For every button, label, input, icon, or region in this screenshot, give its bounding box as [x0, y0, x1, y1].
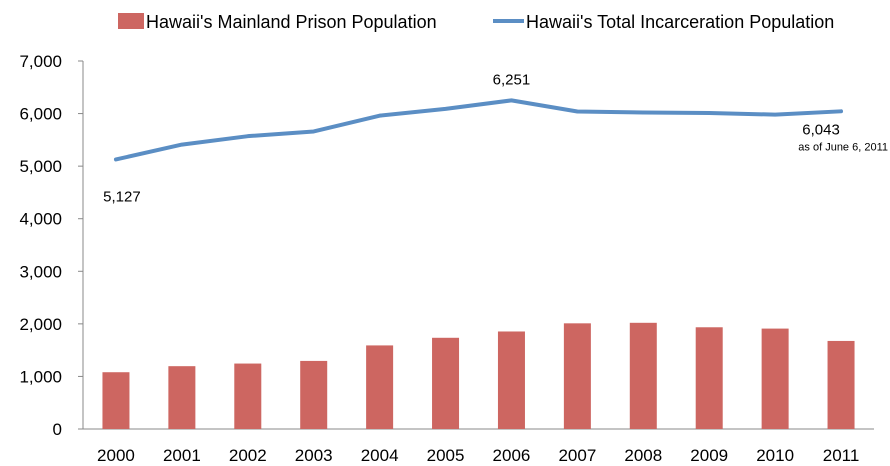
bar-2001 — [168, 366, 196, 429]
bar-2011 — [827, 340, 855, 429]
label-2011: 6,043 — [802, 121, 840, 138]
y-tick-label: 3,000 — [19, 262, 62, 281]
bar-2007 — [563, 323, 591, 429]
total-incarceration-line — [113, 98, 844, 162]
bar-2005 — [432, 337, 460, 429]
x-tick-label: 2009 — [690, 446, 728, 465]
x-tick-label: 2010 — [756, 446, 794, 465]
y-tick-label: 5,000 — [19, 157, 62, 176]
label-2006: 6,251 — [493, 71, 531, 88]
x-axis: 2000 2001 2002 2003 2004 2005 2006 2007 2008 2009… — [83, 428, 874, 465]
bar-series — [102, 322, 855, 429]
x-tick-label: 2002 — [229, 446, 267, 465]
y-axis: 0 1,000 2,000 3,000 4,000 5,000 6,000 7,000 — [19, 52, 84, 439]
bar-2002 — [234, 363, 262, 429]
legend-swatch-mainland — [118, 13, 144, 29]
legend-label-mainland: Hawaii's Mainland Prison Population — [146, 12, 437, 32]
line-series — [113, 98, 844, 162]
bar-2006 — [497, 331, 525, 429]
y-tick-label: 6,000 — [19, 105, 62, 124]
bar-2008 — [629, 322, 657, 429]
annotations: 5,127 6,251 6,043 as of June 6, 2011 — [103, 71, 888, 205]
x-tick-label: 2003 — [295, 446, 333, 465]
legend: Hawaii's Mainland Prison Population Hawai… — [118, 12, 834, 32]
bar-2003 — [300, 360, 328, 429]
x-tick-label: 2008 — [624, 446, 662, 465]
legend-label-total: Hawaii's Total Incarceration Population — [526, 12, 834, 32]
label-2011-note: as of June 6, 2011 — [798, 141, 888, 153]
y-tick-label: 7,000 — [19, 52, 62, 71]
y-tick-label: 0 — [53, 420, 62, 439]
bar-2010 — [761, 328, 789, 429]
x-tick-label: 2005 — [427, 446, 465, 465]
y-tick-label: 4,000 — [19, 210, 62, 229]
y-tick-label: 2,000 — [19, 315, 62, 334]
x-tick-label: 2006 — [493, 446, 531, 465]
x-tick-label: 2000 — [97, 446, 135, 465]
label-2000: 5,127 — [103, 188, 141, 205]
bar-2004 — [366, 345, 394, 429]
x-tick-label: 2007 — [558, 446, 596, 465]
bar-2000 — [102, 372, 130, 429]
y-tick-label: 1,000 — [19, 367, 62, 386]
x-tick-label: 2011 — [823, 446, 860, 465]
x-tick-label: 2004 — [361, 446, 399, 465]
bar-2009 — [695, 327, 723, 429]
x-tick-label: 2001 — [163, 446, 201, 465]
